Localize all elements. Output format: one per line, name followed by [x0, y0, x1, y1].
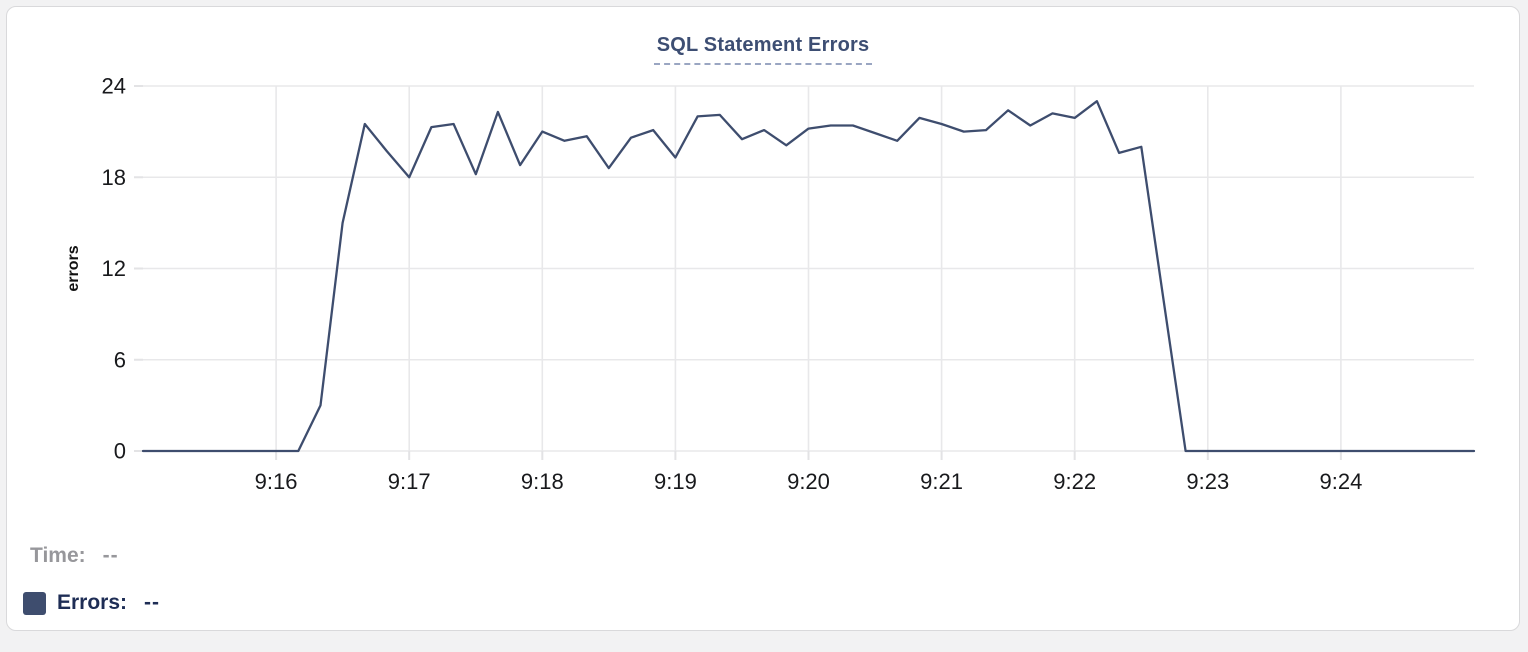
errors-series-line[interactable] — [141, 100, 1476, 453]
x-axis-tick-label: 9:18 — [521, 469, 564, 494]
x-axis-tick-label: 9:24 — [1319, 469, 1362, 494]
x-axis-tick-label: 9:23 — [1186, 469, 1229, 494]
errors-series-swatch — [23, 591, 46, 615]
x-axis-tick-label: 9:19 — [654, 469, 697, 494]
chart-title[interactable]: SQL Statement Errors — [653, 34, 873, 65]
y-axis-title: errors — [65, 245, 82, 291]
chart-card: SQL Statement Errors 0 6 12 18 24 9:16 9:17 9:1… — [6, 6, 1520, 631]
chart-header: SQL Statement Errors — [7, 34, 1519, 65]
y-axis-tick-label: 0 — [114, 439, 126, 464]
x-axis-tick-label: 9:22 — [1053, 469, 1096, 494]
sql-errors-line-chart[interactable]: 0 6 12 18 24 9:16 9:17 9:18 9:19 9:20 9:21 9:22 9:23… — [7, 7, 1520, 527]
legend-errors-row[interactable]: Errors: -- — [23, 591, 160, 615]
y-axis-tick-label: 12 — [102, 256, 126, 281]
x-axis-tick-label: 9:21 — [920, 469, 963, 494]
x-axis-tick-label: 9:20 — [787, 469, 830, 494]
tooltip-time-label: Time: — [30, 544, 86, 567]
tooltip-time-value: -- — [102, 544, 119, 567]
tooltip-time-row: Time: -- — [30, 544, 119, 568]
x-axis-tick-label: 9:17 — [388, 469, 431, 494]
legend-errors-value: -- — [144, 591, 161, 614]
y-axis-tick-label: 18 — [102, 165, 126, 190]
x-axis-tick-label: 9:16 — [255, 469, 298, 494]
y-axis-tick-label: 6 — [114, 347, 126, 372]
y-axis-tick-label: 24 — [102, 74, 126, 99]
legend-errors-label: Errors: — [57, 591, 128, 614]
